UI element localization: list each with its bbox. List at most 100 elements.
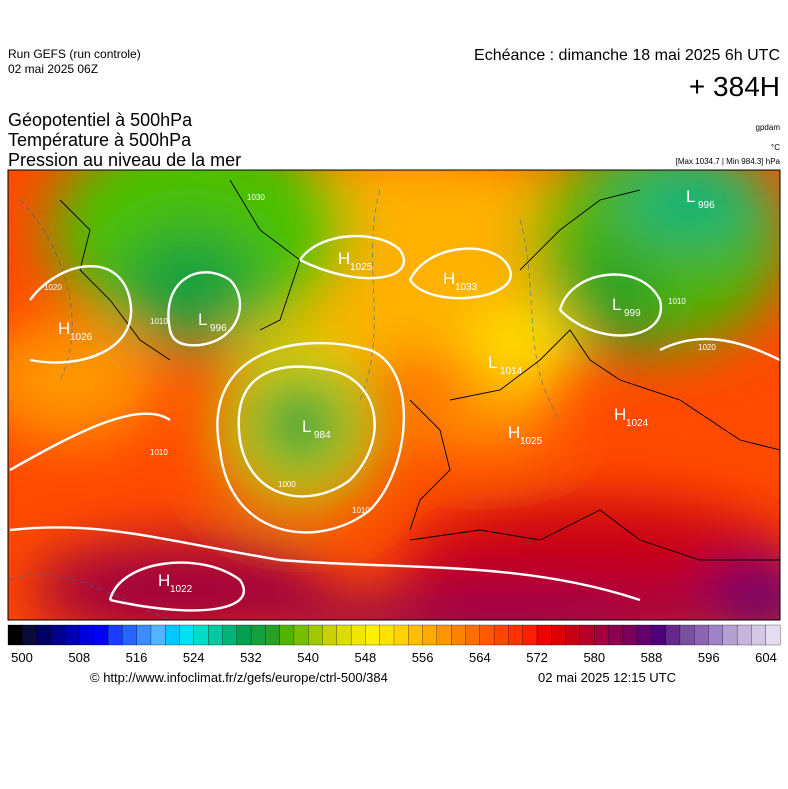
- color-swatch: [508, 624, 524, 646]
- center-letter: L: [302, 417, 311, 436]
- center-value: 999: [624, 308, 641, 319]
- colorbar-tick-label: 596: [698, 650, 720, 665]
- color-swatch: [250, 624, 266, 646]
- center-letter: H: [443, 269, 455, 288]
- color-swatch: [522, 624, 538, 646]
- color-swatch: [708, 624, 724, 646]
- center-value: 1024: [626, 418, 649, 429]
- footer-date: 02 mai 2025 12:15 UTC: [538, 670, 676, 685]
- color-swatch: [350, 624, 366, 646]
- color-swatch: [236, 624, 252, 646]
- color-swatch: [622, 624, 638, 646]
- center-letter: L: [612, 295, 621, 314]
- colorbar-tick-label: 540: [297, 650, 319, 665]
- color-swatch: [408, 624, 424, 646]
- isobar-label: 1020: [698, 343, 716, 352]
- color-swatch: [308, 624, 323, 646]
- color-swatch: [79, 624, 95, 646]
- colorbar-tick-label: 500: [11, 650, 33, 665]
- color-swatch: [179, 624, 195, 646]
- color-swatch: [293, 624, 309, 646]
- isobar-label: 1010: [668, 297, 686, 306]
- colorbar-tick-label: 532: [240, 650, 262, 665]
- isobar-label: 1010: [150, 448, 168, 457]
- run-date: 02 mai 2025 06Z: [8, 62, 98, 76]
- center-value: 1025: [520, 436, 543, 447]
- isobar-label: 1030: [247, 193, 265, 202]
- color-swatch: [336, 624, 352, 646]
- color-swatch: [207, 624, 223, 646]
- color-swatch: [36, 624, 52, 646]
- center-letter: L: [686, 187, 695, 206]
- color-swatch: [22, 624, 38, 646]
- color-swatch: [465, 624, 481, 646]
- title: Température à 500hPa: [8, 130, 192, 150]
- center-letter: H: [58, 319, 70, 338]
- colorbar-tick-label: 588: [641, 650, 663, 665]
- isobar-label: 1020: [44, 283, 62, 292]
- map: [8, 170, 780, 620]
- color-swatch: [665, 624, 681, 646]
- color-swatch: [551, 624, 567, 646]
- isobar-label: 1010: [352, 506, 370, 515]
- color-swatch: [150, 624, 166, 646]
- color-swatch: [694, 624, 709, 646]
- run-label: Run GEFS (run controle): [8, 47, 141, 61]
- color-swatch: [536, 624, 552, 646]
- isobar-label: 1000: [278, 480, 296, 489]
- colorbar-tick-label: 524: [183, 650, 205, 665]
- color-swatch: [636, 624, 652, 646]
- color-swatch: [50, 624, 66, 646]
- colorbar-tick-label: 580: [583, 650, 605, 665]
- color-swatch: [751, 624, 767, 646]
- title: Pression au niveau de la mer: [8, 150, 241, 170]
- colorbar-tick-label: 548: [355, 650, 377, 665]
- color-swatch: [65, 624, 80, 646]
- color-swatch: [193, 624, 209, 646]
- color-swatch: [265, 624, 281, 646]
- center-letter: L: [198, 310, 207, 329]
- unit-label: [Max 1034.7 | Min 984.3] hPa: [676, 157, 781, 166]
- color-swatch: [479, 624, 495, 646]
- footer-url: © http://www.infoclimat.fr/z/gefs/europe…: [90, 670, 388, 685]
- center-value: 1026: [70, 332, 93, 343]
- colorbar-tick-label: 516: [126, 650, 148, 665]
- color-swatch: [222, 624, 238, 646]
- center-letter: H: [158, 571, 170, 590]
- title: Géopotentiel à 500hPa: [8, 110, 193, 130]
- center-value: 1014: [500, 366, 523, 377]
- color-swatch: [451, 624, 466, 646]
- color-swatch: [165, 624, 181, 646]
- isobar-label: 1010: [150, 317, 168, 326]
- center-letter: H: [338, 249, 350, 268]
- color-swatch: [122, 624, 138, 646]
- color-swatch: [651, 624, 667, 646]
- center-value: 1022: [170, 584, 193, 595]
- color-swatch: [279, 624, 295, 646]
- color-swatch: [93, 624, 109, 646]
- color-swatch: [107, 624, 123, 646]
- color-swatch: [765, 624, 781, 646]
- unit-label: gpdam: [756, 123, 781, 132]
- colorbar-tick-label: 556: [412, 650, 434, 665]
- colorbar: 500 508 516 524 532 540 548 556 564 572 580 588 596 6…: [7, 624, 781, 665]
- center-letter: H: [508, 423, 520, 442]
- color-swatch: [593, 624, 609, 646]
- color-swatch: [7, 624, 23, 646]
- colorbar-tick-label: 572: [526, 650, 548, 665]
- color-swatch: [436, 624, 452, 646]
- color-swatch: [322, 624, 338, 646]
- lead-time: + 384H: [689, 71, 780, 102]
- map-frame: [7, 169, 781, 621]
- unit-label: °C: [771, 143, 780, 152]
- center-value: 984: [314, 430, 331, 441]
- color-swatch: [493, 624, 509, 646]
- color-swatch: [422, 624, 438, 646]
- center-value: 1025: [350, 262, 373, 273]
- color-swatch: [608, 624, 624, 646]
- colorbar-tick-label: 508: [68, 650, 90, 665]
- center-letter: L: [488, 353, 497, 372]
